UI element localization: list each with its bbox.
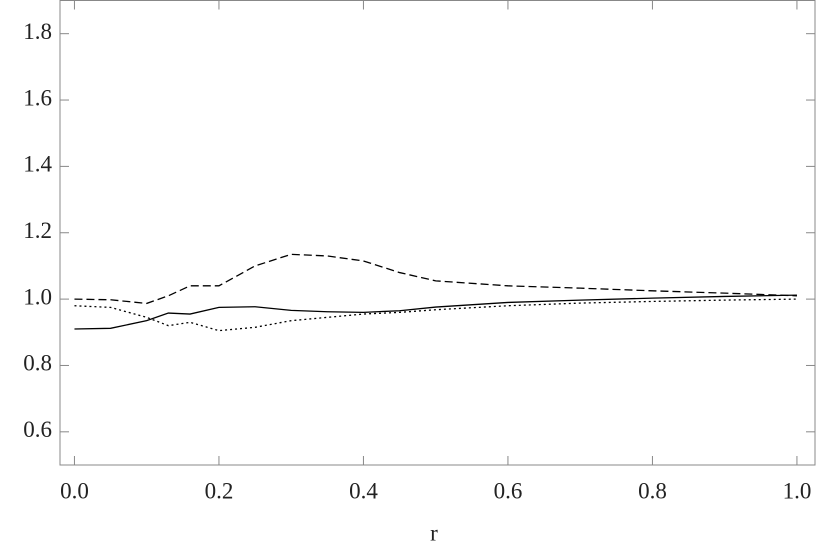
y-tick-label: 1.8 xyxy=(23,19,52,44)
y-tick-label: 1.4 xyxy=(23,152,52,177)
x-tick-label: 1.0 xyxy=(783,478,812,503)
y-tick-label: 1.2 xyxy=(23,218,52,243)
x-tick-label: 0.0 xyxy=(60,478,89,503)
x-tick-label: 0.4 xyxy=(349,478,378,503)
x-tick-label: 0.8 xyxy=(638,478,667,503)
y-tick-label: 1.6 xyxy=(23,85,52,110)
y-tick-label: 0.8 xyxy=(23,351,52,376)
line-series xyxy=(74,298,797,332)
x-tick-label: 0.6 xyxy=(494,478,523,503)
line-series xyxy=(74,253,797,305)
x-axis-label: r xyxy=(430,520,438,545)
y-tick-label: 0.6 xyxy=(23,417,52,442)
line-series xyxy=(74,294,797,330)
x-tick-label: 0.2 xyxy=(205,478,234,503)
plot-frame xyxy=(59,0,816,466)
y-tick-label: 1.0 xyxy=(23,284,52,309)
